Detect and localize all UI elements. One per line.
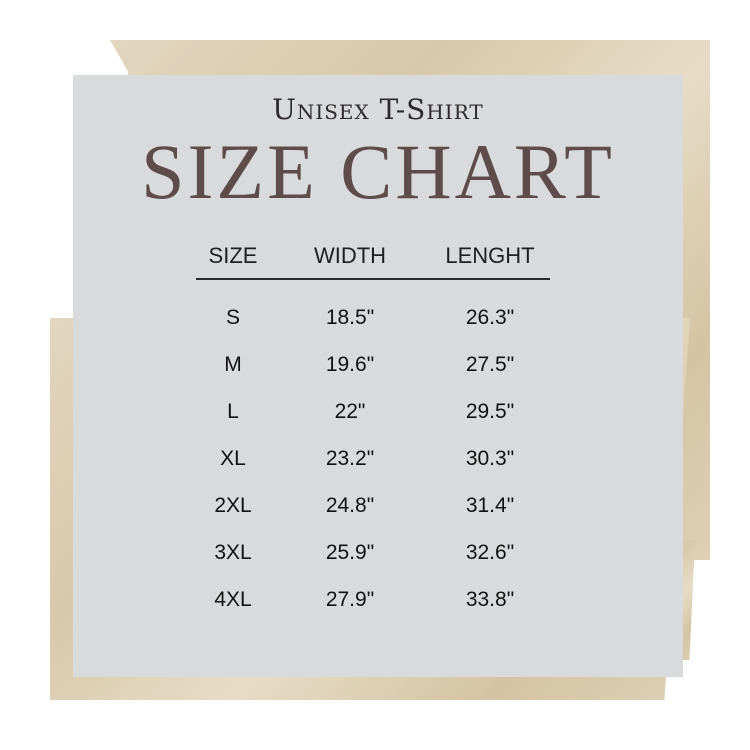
table-row: XL 23.2" 30.3" (196, 435, 550, 482)
cell-length: 33.8" (465, 587, 515, 611)
table-row: L 22" 29.5" (196, 388, 550, 435)
cell-length: 32.6" (465, 540, 515, 564)
page-title: SIZE CHART (141, 128, 615, 215)
size-table: SIZE WIDTH LENGHT S 18.5" 26.3" M 19.6" 27.5"… (196, 242, 550, 623)
table-row: S 18.5" 26.3" (196, 279, 550, 341)
table-row: 3XL 25.9" 32.6" (196, 529, 550, 576)
cell-length: 29.5" (465, 399, 515, 423)
column-header-width: WIDTH (270, 242, 430, 280)
column-header-size: SIZE (196, 242, 270, 280)
cell-width: 23.2" (325, 446, 375, 470)
cell-width: 19.6" (325, 352, 375, 376)
cell-size: L (227, 399, 239, 423)
table-row: 2XL 24.8" 31.4" (196, 482, 550, 529)
cell-length: 26.3" (465, 305, 515, 329)
cell-size: 4XL (214, 587, 252, 611)
cell-width: 27.9" (325, 587, 375, 611)
subtitle: Unisex T-Shirt (272, 93, 484, 126)
cell-size: 2XL (214, 493, 252, 517)
cell-size: 3XL (214, 540, 252, 564)
column-header-length: LENGHT (430, 242, 550, 280)
cell-width: 24.8" (325, 493, 375, 517)
cell-size: S (225, 305, 240, 329)
cell-length: 27.5" (465, 352, 515, 376)
table-row: 4XL 27.9" 33.8" (196, 576, 550, 623)
cell-size: M (224, 352, 242, 376)
cell-length: 31.4" (465, 493, 515, 517)
size-chart-card: Unisex T-Shirt SIZE CHART SIZE WIDTH LEN… (73, 75, 683, 677)
cell-length: 30.3" (465, 446, 515, 470)
cell-size: XL (220, 446, 246, 470)
table-row: M 19.6" 27.5" (196, 341, 550, 388)
cell-width: 22" (334, 399, 366, 423)
cell-width: 18.5" (325, 305, 375, 329)
table-header: SIZE WIDTH LENGHT (196, 242, 550, 280)
cell-width: 25.9" (325, 540, 375, 564)
